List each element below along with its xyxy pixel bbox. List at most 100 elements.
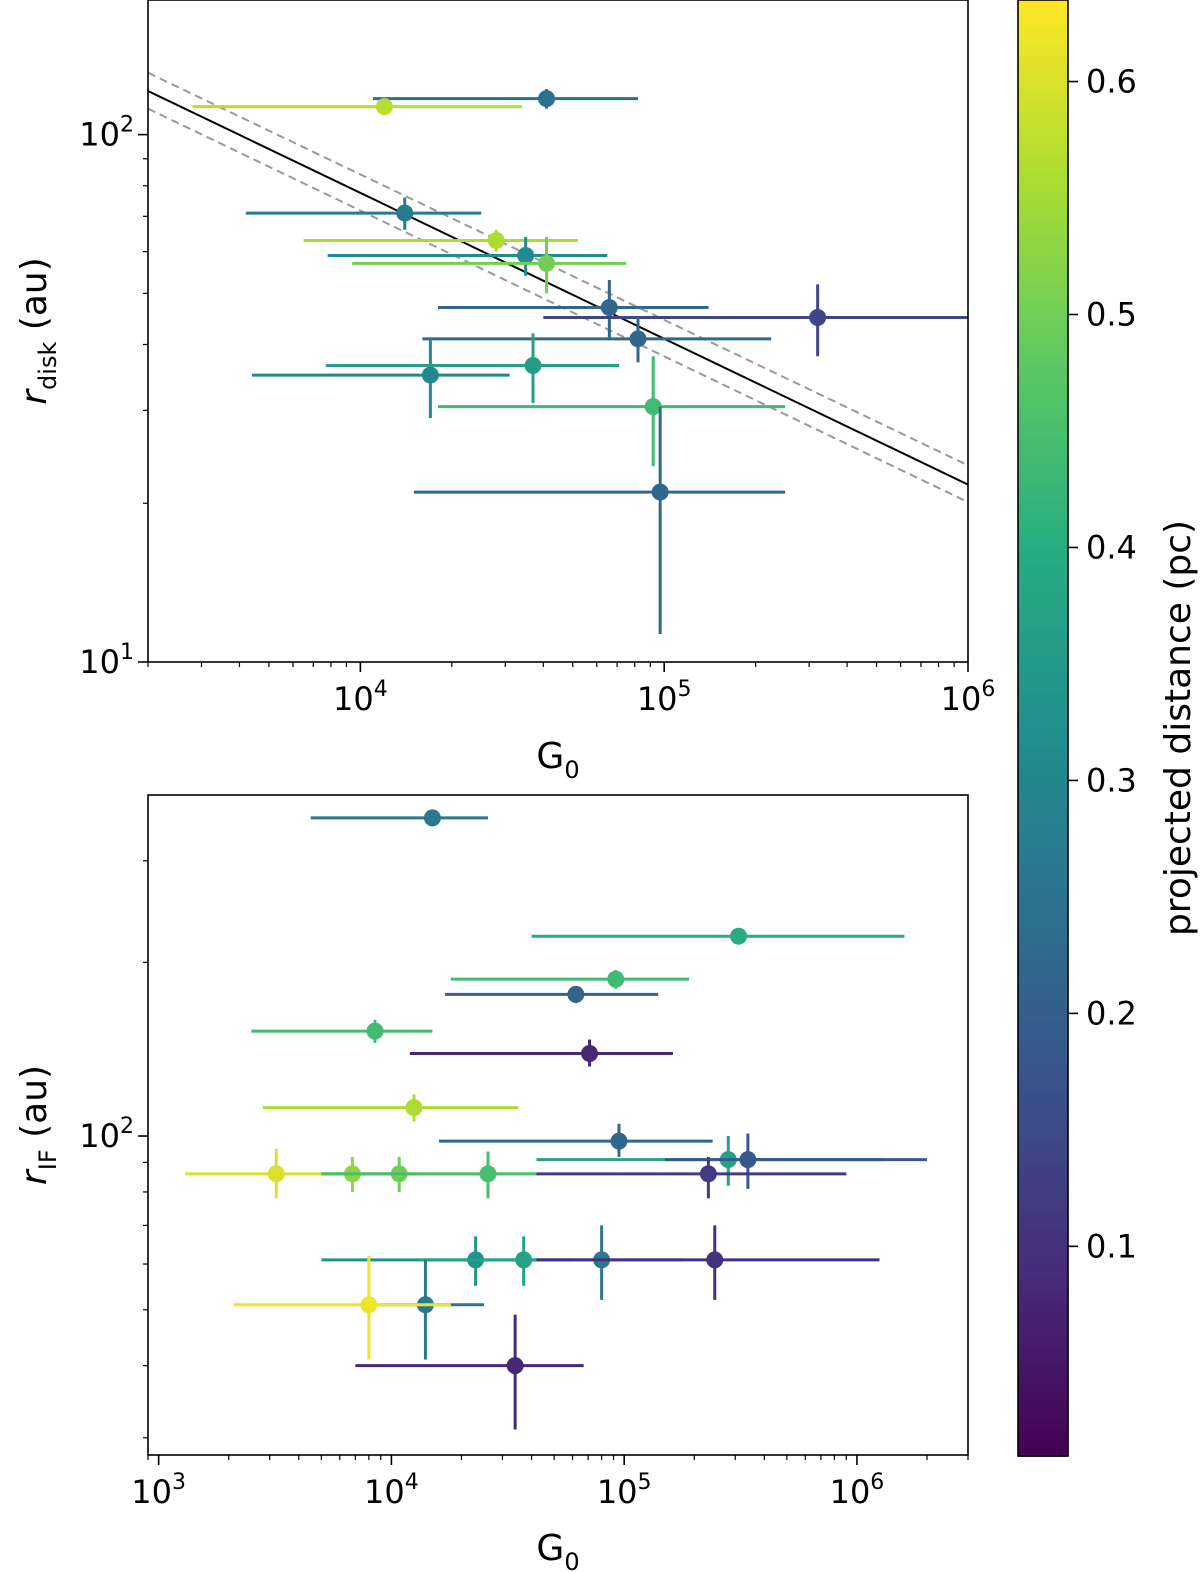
colorbar-step bbox=[1018, 846, 1068, 857]
colorbar-step bbox=[1018, 1119, 1068, 1130]
colorbar-step bbox=[1018, 1383, 1068, 1394]
x-tick-label: 106 bbox=[830, 1470, 885, 1511]
marker bbox=[267, 1165, 285, 1183]
colorbar-step bbox=[1018, 154, 1068, 165]
top-data-point-5 bbox=[352, 236, 627, 294]
colorbar-step bbox=[1018, 637, 1068, 647]
x-tick-label: 106 bbox=[941, 677, 996, 718]
bottom-data-point-2 bbox=[450, 969, 690, 989]
colorbar-step bbox=[1018, 1292, 1068, 1303]
colorbar-step bbox=[1018, 72, 1068, 83]
marker bbox=[538, 90, 556, 108]
colorbar-step bbox=[1018, 828, 1068, 838]
colorbar-step bbox=[1018, 227, 1068, 238]
top-data-points bbox=[192, 89, 968, 635]
top-data-point-0 bbox=[372, 89, 638, 109]
colorbar-step bbox=[1018, 546, 1068, 556]
colorbar-step bbox=[1018, 1173, 1068, 1184]
colorbar-step bbox=[1018, 427, 1068, 438]
colorbar-step bbox=[1018, 1255, 1068, 1266]
top-data-point-7 bbox=[543, 284, 968, 357]
bottom-data-point-5 bbox=[409, 1039, 673, 1067]
colorbar-step bbox=[1018, 882, 1068, 893]
colorbar-step bbox=[1018, 200, 1068, 211]
y-tick-label: 102 bbox=[79, 113, 134, 154]
colorbar-step bbox=[1018, 682, 1068, 693]
colorbar-step bbox=[1018, 282, 1068, 292]
colorbar-step bbox=[1018, 919, 1068, 929]
colorbar-step bbox=[1018, 564, 1068, 575]
colorbar-step bbox=[1018, 709, 1068, 720]
colorbar-step bbox=[1018, 1001, 1068, 1011]
colorbar-gradient bbox=[1018, 0, 1068, 1457]
colorbar-step bbox=[1018, 45, 1068, 56]
colorbar-step bbox=[1018, 373, 1068, 383]
top-data-point-6 bbox=[437, 280, 709, 339]
colorbar-step bbox=[1018, 309, 1068, 320]
colorbar-step bbox=[1018, 327, 1068, 338]
x-tick-label: 104 bbox=[333, 677, 388, 718]
colorbar-step bbox=[1018, 63, 1068, 74]
colorbar-step bbox=[1018, 1192, 1068, 1202]
colorbar-step bbox=[1018, 1392, 1068, 1403]
bottom-tick-labels: 103 104 105 106 102 bbox=[79, 1114, 884, 1511]
marker bbox=[644, 398, 662, 416]
colorbar-step bbox=[1018, 1028, 1068, 1039]
colorbar-step bbox=[1018, 646, 1068, 656]
colorbar-step bbox=[1018, 163, 1068, 174]
colorbar-label: projected distance (pc) bbox=[1158, 520, 1199, 936]
marker bbox=[423, 809, 441, 827]
colorbar-step bbox=[1018, 491, 1068, 502]
marker bbox=[567, 985, 585, 1003]
top-tick-labels: 104 105 106 101 102 bbox=[79, 113, 995, 718]
marker bbox=[405, 1099, 423, 1117]
colorbar-step bbox=[1018, 109, 1068, 120]
bottom-x-axis-label: G0 bbox=[536, 1528, 579, 1572]
colorbar-step bbox=[1018, 1201, 1068, 1212]
top-data-point-12 bbox=[413, 406, 786, 635]
colorbar-tick-label: 0.5 bbox=[1086, 295, 1137, 333]
colorbar-step bbox=[1018, 891, 1068, 902]
bottom-data-point-6 bbox=[262, 1094, 519, 1122]
colorbar-step bbox=[1018, 991, 1068, 1002]
colorbar-step bbox=[1018, 500, 1068, 511]
colorbar-step bbox=[1018, 36, 1068, 47]
colorbar-step bbox=[1018, 336, 1068, 347]
colorbar-step bbox=[1018, 418, 1068, 429]
colorbar-step bbox=[1018, 345, 1068, 356]
colorbar-step bbox=[1018, 1237, 1068, 1248]
top-data-point-8 bbox=[422, 317, 772, 363]
colorbar-step bbox=[1018, 973, 1068, 984]
colorbar-step bbox=[1018, 0, 1068, 10]
colorbar: 0.1 0.2 0.3 0.4 0.5 0.6 projected distance (p… bbox=[1017, 0, 1199, 1457]
colorbar-step bbox=[1018, 809, 1068, 820]
bottom-axes-frame bbox=[147, 794, 969, 1456]
top-fit-lines bbox=[148, 71, 968, 504]
colorbar-step bbox=[1018, 1365, 1068, 1375]
colorbar-step bbox=[1018, 536, 1068, 547]
marker bbox=[538, 254, 556, 272]
colorbar-step bbox=[1018, 455, 1068, 465]
colorbar-step bbox=[1018, 1228, 1068, 1239]
colorbar-tick-label: 0.4 bbox=[1086, 528, 1137, 566]
x-tick-label: 105 bbox=[637, 677, 692, 718]
colorbar-step bbox=[1018, 746, 1068, 757]
fit-band-line-0 bbox=[148, 71, 968, 467]
colorbar-step bbox=[1018, 291, 1068, 302]
colorbar-step bbox=[1018, 791, 1068, 802]
top-axes-frame bbox=[147, 0, 969, 663]
colorbar-step bbox=[1018, 582, 1068, 593]
colorbar-step bbox=[1018, 209, 1068, 220]
marker bbox=[506, 1357, 524, 1375]
bottom-data-point-1 bbox=[531, 927, 905, 945]
colorbar-step bbox=[1018, 655, 1068, 666]
colorbar-step bbox=[1018, 873, 1068, 884]
bottom-data-point-20 bbox=[233, 1255, 451, 1360]
colorbar-step bbox=[1018, 1446, 1068, 1457]
x-tick-label: 103 bbox=[131, 1470, 186, 1511]
colorbar-step bbox=[1018, 1101, 1068, 1111]
colorbar-step bbox=[1018, 555, 1068, 565]
bottom-data-point-19 bbox=[380, 1259, 485, 1360]
marker bbox=[524, 356, 542, 374]
colorbar-step bbox=[1018, 400, 1068, 411]
